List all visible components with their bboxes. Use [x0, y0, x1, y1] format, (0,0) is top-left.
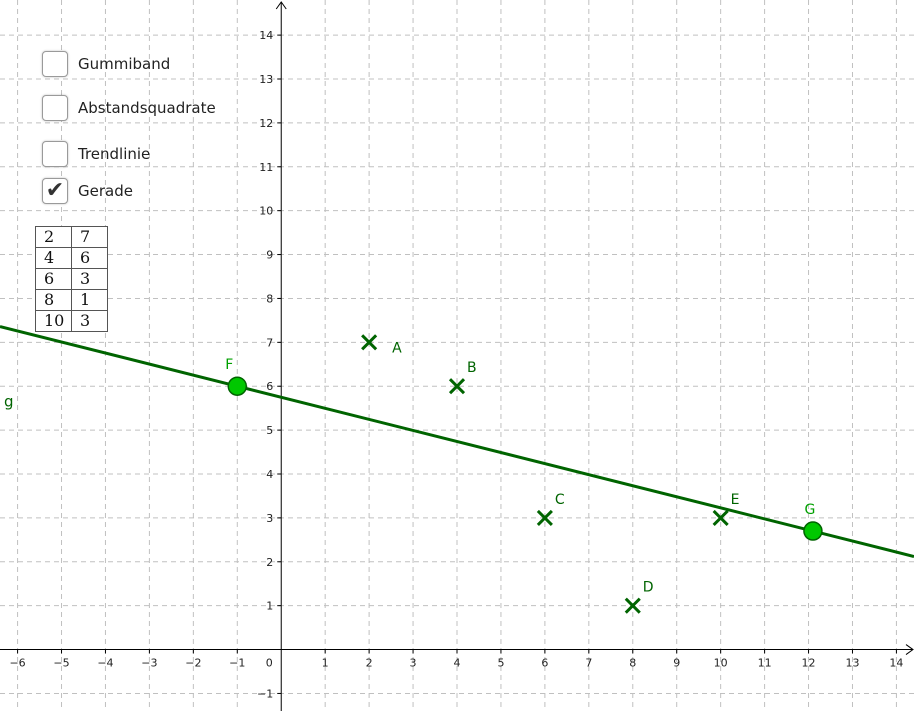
handle-point-g — [803, 521, 823, 541]
checkbox-box[interactable]: ✔ — [42, 141, 68, 167]
x-tick-label: 1 — [322, 657, 329, 670]
handle-point-f — [227, 376, 248, 396]
point-label-b: B — [467, 360, 477, 376]
x-tick-label: 0 — [266, 657, 273, 670]
point-label-d: D — [643, 580, 654, 596]
data-point-a — [361, 334, 378, 351]
x-tick-label: 5 — [497, 657, 504, 670]
x-tick-label: −5 — [53, 657, 69, 670]
x-tick-label: 10 — [714, 657, 728, 670]
data-point-e — [712, 509, 729, 526]
x-tick-label: 9 — [673, 657, 680, 670]
table-cell: 7 — [71, 226, 108, 248]
cross-stroke — [624, 597, 641, 614]
x-tick-label: 2 — [366, 657, 373, 670]
cross-stroke — [712, 509, 729, 526]
handle-label-f: F — [225, 357, 233, 373]
x-tick-label: −3 — [141, 657, 157, 670]
checkbox-trendlinie[interactable]: ✔ Trendlinie — [42, 140, 150, 168]
point-label-a: A — [392, 340, 402, 356]
checkbox-label: Gummiband — [78, 55, 171, 73]
table-cell: 8 — [35, 289, 72, 311]
table-cell: 1 — [71, 289, 108, 311]
line-g — [0, 325, 914, 558]
checkbox-label: Gerade — [78, 182, 133, 200]
x-tick-label: 13 — [845, 657, 859, 670]
y-tick-label: 8 — [266, 292, 273, 305]
x-tick-label: −1 — [229, 657, 245, 670]
table-cell: 6 — [71, 247, 108, 269]
line-g-layer: g — [0, 325, 914, 558]
y-tick-label: 9 — [266, 249, 273, 262]
x-tick-label: −6 — [9, 657, 25, 670]
checkbox-box[interactable]: ✔ — [42, 51, 68, 77]
x-tick-label: 8 — [629, 657, 636, 670]
checkbox-gummiband[interactable]: ✔ Gummiband — [42, 50, 170, 78]
checkbox-gerade[interactable]: ✔ Gerade — [42, 177, 133, 205]
table-cell: 4 — [35, 247, 72, 269]
x-tick-label: 12 — [802, 657, 816, 670]
y-tick-label: 4 — [266, 468, 273, 481]
point-label-e: E — [731, 492, 740, 508]
x-tick-label: −4 — [97, 657, 113, 670]
tick-labels: −6 −5 −4 −3 −2 −1 0 1 2 3 4 5 6 7 8 9 10 11 12 13 14−1123456… — [9, 29, 903, 700]
y-tick-label: 7 — [266, 336, 273, 349]
cross-stroke — [361, 334, 378, 351]
y-tick-label: 1 — [266, 600, 273, 613]
checkbox-label: Trendlinie — [78, 145, 151, 163]
cross-stroke — [448, 378, 466, 395]
data-point-d — [624, 597, 641, 614]
checkbox-box[interactable]: ✔ — [42, 178, 68, 204]
y-tick-label: 10 — [259, 205, 273, 218]
y-tick-label: 3 — [266, 512, 273, 525]
data-points: A B C D E — [361, 334, 740, 614]
x-tick-label: 6 — [541, 657, 548, 670]
y-axis-arrow — [275, 1, 287, 10]
checkbox-abstandsquadrate[interactable]: ✔ Abstandsquadrate — [42, 94, 216, 122]
y-tick-label: 6 — [266, 380, 273, 393]
cross-stroke — [536, 509, 553, 526]
table-cell: 6 — [35, 268, 72, 290]
x-tick-label: −2 — [185, 657, 201, 670]
y-tick-label: 2 — [266, 556, 273, 569]
x-tick-label: 3 — [410, 657, 417, 670]
checkmark-icon: ✔ — [45, 178, 65, 203]
table-row: 10 3 — [35, 310, 108, 332]
y-tick-label: 14 — [259, 29, 273, 42]
line-handles: FG — [225, 357, 823, 541]
y-tick-label: 11 — [259, 161, 273, 174]
table-cell: 3 — [71, 268, 108, 290]
line-label-g: g — [4, 393, 14, 411]
data-point-b — [448, 378, 466, 395]
y-tick-label: 13 — [259, 73, 273, 86]
handle-label-g: G — [805, 502, 816, 518]
table-cell: 3 — [71, 310, 108, 332]
table-cell: 10 — [35, 310, 72, 332]
y-tick-label: −1 — [257, 687, 273, 700]
x-tick-label: 14 — [889, 657, 903, 670]
point-label-c: C — [555, 492, 565, 508]
y-tick-label: 5 — [266, 424, 273, 437]
table-cell: 2 — [35, 226, 72, 248]
checkbox-label: Abstandsquadrate — [78, 99, 216, 117]
checkbox-box[interactable]: ✔ — [42, 95, 68, 121]
x-tick-label: 4 — [454, 657, 461, 670]
x-tick-label: 11 — [758, 657, 772, 670]
y-tick-label: 12 — [259, 117, 273, 130]
data-point-c — [536, 509, 553, 526]
x-tick-label: 7 — [585, 657, 592, 670]
x-axis-arrow — [905, 644, 914, 655]
